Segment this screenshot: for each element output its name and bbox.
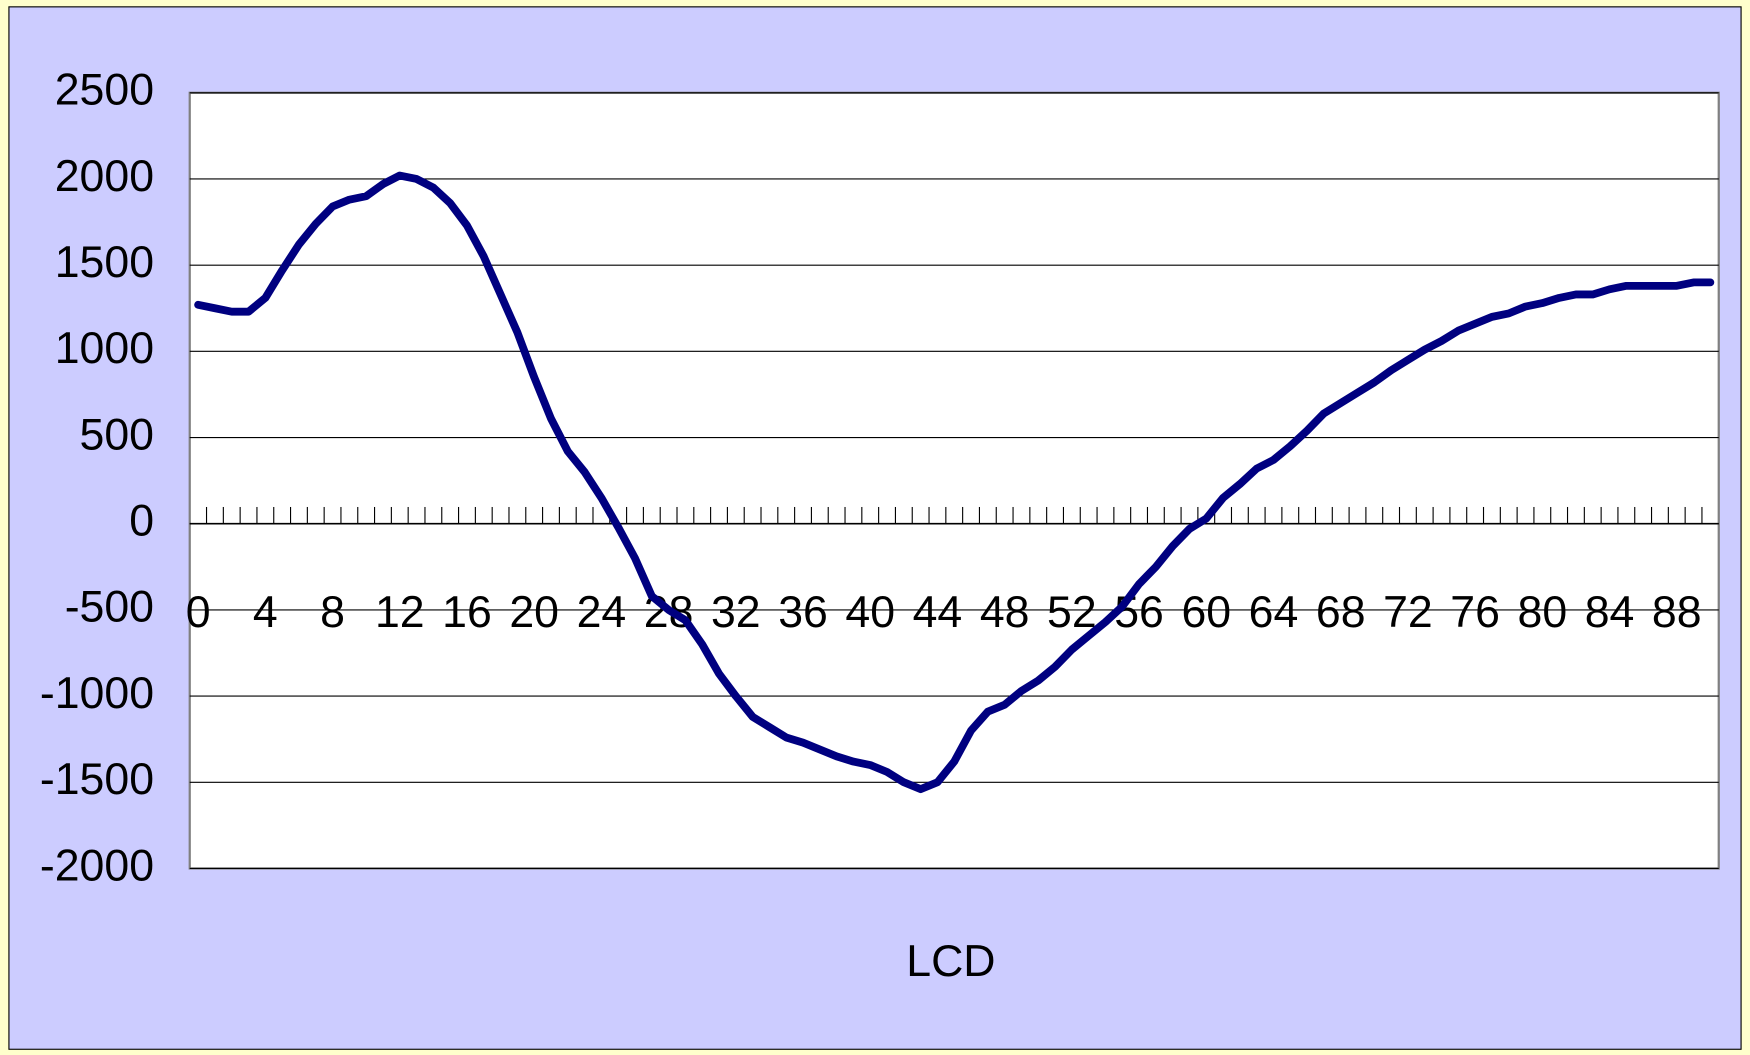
x-tick-label: 48 [980, 588, 1030, 637]
x-tick-label: 88 [1652, 588, 1702, 637]
x-tick-label: 20 [509, 588, 559, 637]
y-tick-label: -1500 [40, 755, 154, 804]
y-tick-label: 1000 [55, 324, 154, 373]
x-tick-label: 16 [442, 588, 492, 637]
x-tick-label: 60 [1181, 588, 1231, 637]
y-tick-label: 2500 [55, 66, 154, 115]
x-tick-label: 36 [778, 588, 828, 637]
y-tick-label: 0 [129, 497, 154, 546]
x-tick-label: 4 [253, 588, 278, 637]
x-tick-label: 12 [375, 588, 425, 637]
y-tick-label: -2000 [40, 841, 154, 890]
x-tick-label: 56 [1114, 588, 1164, 637]
x-tick-label: 68 [1316, 588, 1366, 637]
y-tick-label: 2000 [55, 152, 154, 201]
x-tick-label: 40 [845, 588, 895, 637]
x-tick-label: 8 [320, 588, 345, 637]
x-tick-label: 76 [1450, 588, 1500, 637]
x-tick-label: 72 [1383, 588, 1433, 637]
x-tick-label: 24 [577, 588, 627, 637]
x-tick-label: 44 [913, 588, 963, 637]
y-tick-label: 500 [80, 410, 154, 459]
x-tick-label: 80 [1518, 588, 1568, 637]
y-tick-label: -1000 [40, 669, 154, 718]
x-tick-label: 0 [186, 588, 211, 637]
x-tick-label: 52 [1047, 588, 1097, 637]
x-tick-label: 32 [711, 588, 761, 637]
data-line [194, 171, 1715, 794]
x-tick-label: 64 [1249, 588, 1299, 637]
y-tick-label: -500 [65, 583, 154, 632]
x-axis-label: LCD [906, 937, 995, 986]
y-tick-label: 1500 [55, 238, 154, 287]
plot-area [188, 91, 1720, 870]
x-tick-label: 84 [1585, 588, 1635, 637]
